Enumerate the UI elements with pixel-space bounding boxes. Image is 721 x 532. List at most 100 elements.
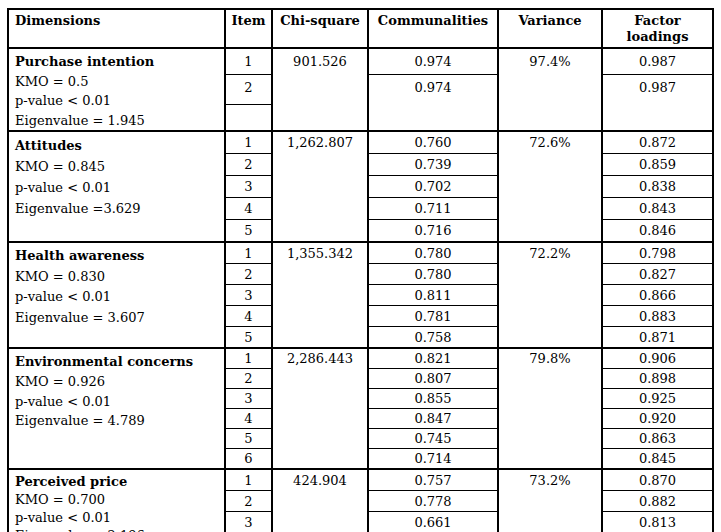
dimension-detail: KMO = 0.700 <box>15 491 220 509</box>
communality-cell: 0.716 <box>368 220 498 243</box>
variance-cell: 72.2% <box>498 242 602 348</box>
dimension-name: Environmental concerns <box>15 352 220 372</box>
factor-loading-cell: 0.883 <box>602 306 713 327</box>
section-environmental-concerns: Environmental concernsKMO = 0.926p-value… <box>8 348 713 469</box>
dimension-detail: KMO = 0.830 <box>15 267 220 288</box>
dimension-name: Attitudes <box>15 135 220 156</box>
factor-loading-cell: 0.838 <box>602 176 713 198</box>
communality-cell: 0.974 <box>368 48 498 75</box>
factor-loading-cell: 0.872 <box>602 131 713 154</box>
item-cell: 1 <box>225 48 272 75</box>
dimension-detail: p-value < 0.01 <box>15 91 220 111</box>
item-cell: 2 <box>225 154 272 176</box>
item-cell: 5 <box>225 220 272 243</box>
item-row: Perceived priceKMO = 0.700p-value < 0.01… <box>8 469 713 491</box>
chi-square-cell: 901.526 <box>272 48 368 131</box>
factor-loading-cell: 0.813 <box>602 512 713 532</box>
item-cell: 2 <box>225 75 272 105</box>
item-cell: 3 <box>225 176 272 198</box>
dimension-detail: Eigenvalue = 1.945 <box>15 111 220 131</box>
communality-cell: 0.702 <box>368 176 498 198</box>
item-cell: 4 <box>225 198 272 220</box>
item-row: Health awarenessKMO = 0.830p-value < 0.0… <box>8 242 713 264</box>
section-perceived-price: Perceived priceKMO = 0.700p-value < 0.01… <box>8 469 713 532</box>
communality-cell: 0.781 <box>368 306 498 327</box>
item-cell: 4 <box>225 306 272 327</box>
communality-cell: 0.757 <box>368 469 498 491</box>
dimension-detail: KMO = 0.845 <box>15 156 220 177</box>
factor-loading-cell: 0.898 <box>602 369 713 389</box>
col-header-factor-loadings: Factor loadings <box>602 9 713 48</box>
factor-loading-cell: 0.925 <box>602 389 713 409</box>
dimension-detail: Eigenvalue = 2.196 <box>15 527 220 532</box>
communality-cell: 0.758 <box>368 327 498 349</box>
col-header-dimensions: Dimensions <box>8 9 225 48</box>
factor-loading-cell: 0.845 <box>602 449 713 470</box>
dimension-detail: Eigenvalue =3.629 <box>15 198 220 219</box>
variance-cell: 97.4% <box>498 48 602 131</box>
factor-loading-cell: 0.798 <box>602 242 713 264</box>
item-cell: 1 <box>225 348 272 369</box>
communality-cell: 0.711 <box>368 198 498 220</box>
communality-cell: 0.780 <box>368 242 498 264</box>
communality-cell: 0.760 <box>368 131 498 154</box>
dimension-detail: Eigenvalue = 4.789 <box>15 411 220 431</box>
factor-loading-cell: 0.846 <box>602 220 713 243</box>
col-header-communalities: Communalities <box>368 9 498 48</box>
communality-cell: 0.780 <box>368 264 498 285</box>
section-attitudes: AttitudesKMO = 0.845p-value < 0.01Eigenv… <box>8 131 713 242</box>
item-cell: 2 <box>225 369 272 389</box>
item-row: Environmental concernsKMO = 0.926p-value… <box>8 348 713 369</box>
factor-loading-cell: 0.920 <box>602 409 713 429</box>
dimension-detail: p-value < 0.01 <box>15 509 220 527</box>
communality-cell: 0.661 <box>368 512 498 532</box>
dimension-name: Purchase intention <box>15 52 220 72</box>
communality-cell: 0.714 <box>368 449 498 470</box>
variance-cell: 79.8% <box>498 348 602 469</box>
factor-loading-cell: 0.871 <box>602 327 713 349</box>
factor-loading-cell: 0.827 <box>602 264 713 285</box>
item-row: Purchase intentionKMO = 0.5p-value < 0.0… <box>8 48 713 75</box>
col-header-variance: Variance <box>498 9 602 48</box>
item-cell: 2 <box>225 264 272 285</box>
item-cell: 1 <box>225 469 272 491</box>
factor-loading-cell: 0.987 <box>602 75 713 132</box>
dimension-cell: Health awarenessKMO = 0.830p-value < 0.0… <box>8 242 225 348</box>
factor-loading-cell: 0.866 <box>602 285 713 306</box>
factor-loading-cell: 0.906 <box>602 348 713 369</box>
col-header-item: Item <box>225 9 272 48</box>
variance-cell: 73.2% <box>498 469 602 532</box>
communality-cell: 0.847 <box>368 409 498 429</box>
chi-square-cell: 2,286.443 <box>272 348 368 469</box>
table-header: Dimensions Item Chi-square Communalities… <box>8 9 713 48</box>
item-cell: 3 <box>225 512 272 532</box>
chi-square-cell: 1,262.807 <box>272 131 368 242</box>
item-cell: 6 <box>225 449 272 470</box>
dimension-cell: Purchase intentionKMO = 0.5p-value < 0.0… <box>8 48 225 131</box>
communality-cell: 0.807 <box>368 369 498 389</box>
dimension-cell: AttitudesKMO = 0.845p-value < 0.01Eigenv… <box>8 131 225 242</box>
item-cell: 5 <box>225 429 272 449</box>
page: Dimensions Item Chi-square Communalities… <box>0 0 721 532</box>
communality-cell: 0.811 <box>368 285 498 306</box>
dimension-detail: p-value < 0.01 <box>15 177 220 198</box>
factor-loading-cell: 0.859 <box>602 154 713 176</box>
dimension-detail: Eigenvalue = 3.607 <box>15 308 220 329</box>
factor-loading-cell: 0.870 <box>602 469 713 491</box>
factor-loading-cell: 0.863 <box>602 429 713 449</box>
col-header-chi-square: Chi-square <box>272 9 368 48</box>
chi-square-cell: 424.904 <box>272 469 368 532</box>
communality-cell: 0.745 <box>368 429 498 449</box>
item-cell: 1 <box>225 242 272 264</box>
item-cell: 1 <box>225 131 272 154</box>
item-cell: 3 <box>225 389 272 409</box>
chi-square-cell: 1,355.342 <box>272 242 368 348</box>
communality-cell: 0.821 <box>368 348 498 369</box>
dimension-cell: Environmental concernsKMO = 0.926p-value… <box>8 348 225 469</box>
dimension-name: Perceived price <box>15 473 220 491</box>
section-purchase-intention: Purchase intentionKMO = 0.5p-value < 0.0… <box>8 48 713 131</box>
variance-cell: 72.6% <box>498 131 602 242</box>
item-cell: 5 <box>225 327 272 349</box>
item-cell: 4 <box>225 409 272 429</box>
header-row: Dimensions Item Chi-square Communalities… <box>8 9 713 48</box>
